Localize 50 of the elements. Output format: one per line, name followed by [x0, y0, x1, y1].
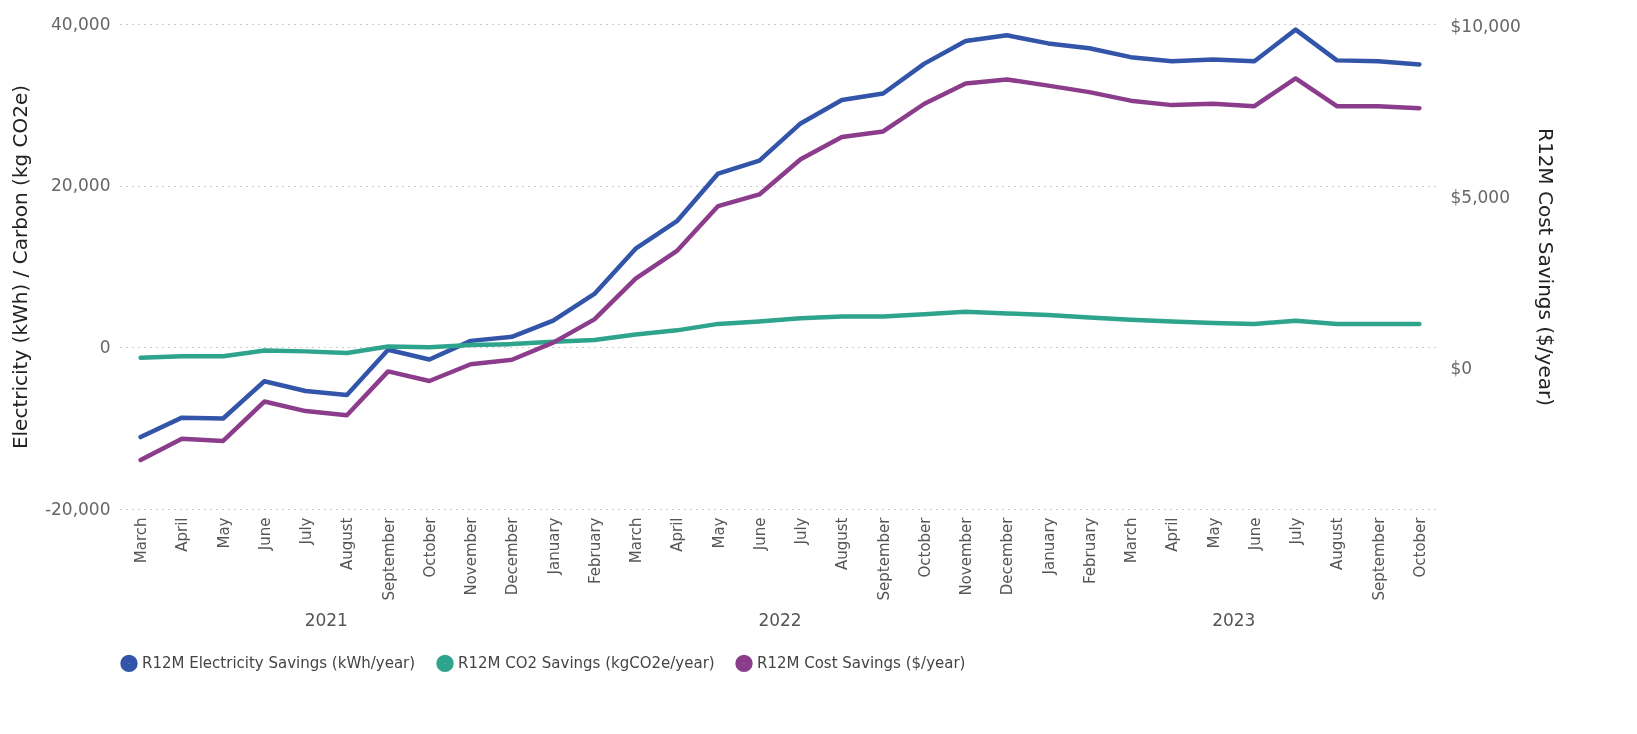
- x-tick-label: May: [709, 517, 728, 549]
- legend-label: R12M Cost Savings ($/year): [757, 654, 966, 673]
- legend-label: R12M CO2 Savings (kgCO2e/year): [458, 654, 715, 673]
- y-tick-label: -20,000: [44, 498, 111, 519]
- text: 2022: [758, 610, 802, 630]
- x-tick-label: July: [297, 517, 316, 546]
- y2-tick-label: $10,000: [1450, 15, 1521, 36]
- x-tick-label: March: [1122, 517, 1141, 564]
- x-tick-label: June: [255, 517, 274, 552]
- line-series: [138, 309, 1422, 361]
- y-tick-label: 40,000: [51, 13, 111, 34]
- x-tick-label: September: [874, 516, 893, 601]
- x-tick-label: August: [833, 517, 852, 570]
- x-tick-label: December: [998, 516, 1017, 596]
- x-tick-label: March: [132, 517, 151, 564]
- y-tick-label: 0: [99, 336, 111, 357]
- x-tick-label: September: [1369, 516, 1388, 601]
- x-tick-label: February: [585, 517, 604, 584]
- x-tick-label: June: [1245, 517, 1264, 552]
- x-tick-label: May: [1204, 517, 1223, 549]
- x-tick-label: May: [214, 517, 233, 549]
- x-tick-label: December: [503, 516, 522, 596]
- x-tick-label: October: [420, 516, 439, 578]
- line-series: [138, 76, 1422, 463]
- y2-tick-label: $5,000: [1450, 186, 1510, 207]
- x-tick-label: January: [1039, 517, 1058, 576]
- x-tick-label: April: [1163, 517, 1182, 552]
- y-axis-title: Electricity (kWh) / Carbon (kg CO2e): [7, 84, 32, 450]
- text: 2023: [1212, 610, 1256, 630]
- x-tick-label: August: [1328, 517, 1347, 570]
- y2-tick-label: $0: [1450, 357, 1473, 378]
- x-tick-label: October: [1410, 516, 1429, 578]
- x-tick-label: October: [915, 516, 934, 578]
- text: 2021: [304, 610, 348, 630]
- x-tick-label: November: [462, 516, 481, 596]
- x-tick-label: August: [338, 517, 357, 570]
- x-tick-label: April: [173, 517, 192, 552]
- line-series: [138, 27, 1422, 440]
- y2-axis-title: R12M Cost Savings ($/year): [1533, 128, 1558, 406]
- x-tick-label: January: [544, 517, 563, 576]
- x-tick-label: March: [627, 517, 646, 564]
- x-tick-label: July: [1287, 517, 1306, 546]
- x-tick-label: June: [750, 517, 769, 552]
- x-tick-label: April: [668, 517, 687, 552]
- x-tick-label: February: [1080, 517, 1099, 584]
- x-tick-label: November: [957, 516, 976, 596]
- x-tick-label: July: [792, 517, 811, 546]
- legend-label: R12M Electricity Savings (kWh/year): [142, 654, 416, 673]
- y-tick-label: 20,000: [51, 175, 111, 196]
- x-tick-label: September: [379, 516, 398, 601]
